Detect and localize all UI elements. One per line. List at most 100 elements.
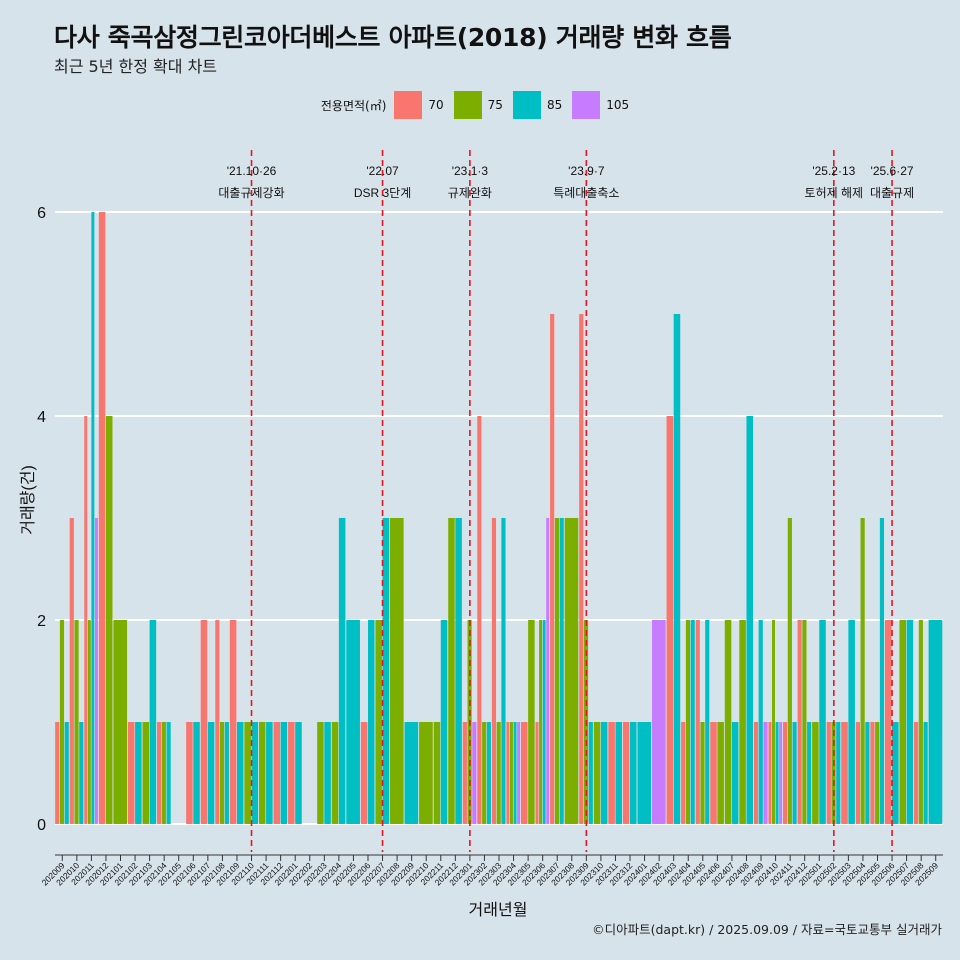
y-tick-label: 2 xyxy=(37,613,46,630)
bar-202505-75 xyxy=(875,722,880,824)
bar-202301-70 xyxy=(462,722,467,824)
bar-202309-85 xyxy=(588,722,593,824)
bar-202410-85 xyxy=(775,722,779,824)
bar-202110-75 xyxy=(244,722,251,824)
bar-202509-85 xyxy=(928,620,943,824)
bar-202501-85 xyxy=(819,620,826,824)
bar-202011-70 xyxy=(84,416,88,824)
bar-202410-105 xyxy=(779,722,783,824)
event-label-202207: DSR 3단계 xyxy=(354,186,411,200)
bar-202203-85 xyxy=(324,722,331,824)
bar-202302-70 xyxy=(477,416,482,824)
bar-202311-85 xyxy=(615,722,622,824)
legend-item-70: 70 xyxy=(394,91,444,119)
bar-202409-85 xyxy=(758,620,763,824)
legend-item-85: 85 xyxy=(512,91,563,119)
bar-202303-70 xyxy=(491,518,497,824)
chart-title: 다사 죽곡삼정그린코아더베스트 아파트(2018) 거래량 변화 흐름 xyxy=(54,23,732,52)
bar-202101-75 xyxy=(113,620,128,824)
event-date-202301: '23.1·3 xyxy=(452,164,489,178)
bar-202112-85 xyxy=(280,722,288,824)
y-axis-title: 거래량(건) xyxy=(19,465,37,535)
bar-202409-105 xyxy=(763,722,768,824)
bar-202208-75 xyxy=(389,518,404,824)
bar-202309-70 xyxy=(579,314,584,824)
bar-202406-75 xyxy=(717,722,724,824)
bar-202204-85 xyxy=(338,518,346,824)
bar-202109-85 xyxy=(236,722,244,824)
bar-202212-85 xyxy=(455,518,462,824)
bar-202308-75 xyxy=(564,518,579,824)
x-axis-title: 거래년월 xyxy=(469,901,528,919)
bar-202306-70 xyxy=(535,722,539,824)
bar-202108-75 xyxy=(220,722,225,824)
bar-202212-75 xyxy=(448,518,455,824)
bar-202405-70 xyxy=(695,620,700,824)
bar-202111-75 xyxy=(258,722,266,824)
legend-label-105: 105 xyxy=(606,98,630,112)
bar-202404-70 xyxy=(681,722,686,824)
bar-202503-85 xyxy=(848,620,855,824)
bar-202303-75 xyxy=(496,722,501,824)
bar-202310-85 xyxy=(600,722,608,824)
bar-202407-85 xyxy=(731,722,739,824)
event-label-202301: 규제완화 xyxy=(448,186,492,200)
y-tick-label: 6 xyxy=(37,205,46,222)
bar-202107-85 xyxy=(207,722,215,824)
y-tick-label: 4 xyxy=(37,409,46,426)
legend-label-85: 85 xyxy=(546,98,563,112)
chart-subtitle: 최근 5년 한정 확대 차트 xyxy=(54,57,218,76)
bar-202011-105 xyxy=(94,518,98,824)
bar-202104-70 xyxy=(157,722,162,824)
bar-202406-70 xyxy=(710,722,717,824)
bar-202210-75 xyxy=(419,722,433,824)
bar-202402-105 xyxy=(651,620,666,824)
bar-202206-70 xyxy=(360,722,368,824)
bar-202504-75 xyxy=(860,518,865,824)
bar-202304-70 xyxy=(506,722,510,824)
bar-202306-75 xyxy=(539,620,543,824)
bar-202506-70 xyxy=(884,620,892,824)
bar-202010-75 xyxy=(74,620,79,824)
bar-202106-70 xyxy=(186,722,193,824)
bar-202009-75 xyxy=(59,620,65,824)
bar-202011-75 xyxy=(87,620,91,824)
bar-202301-105 xyxy=(472,722,477,824)
bar-202306-85 xyxy=(542,620,546,824)
bar-202307-85 xyxy=(559,518,564,824)
bar-202410-75 xyxy=(772,620,775,824)
legend-item-105: 105 xyxy=(572,91,629,119)
event-label-202506: 대출규제 xyxy=(870,186,914,200)
event-date-202110: '21.10·26 xyxy=(227,164,277,178)
bar-202102-70 xyxy=(127,722,135,824)
bar-202204-75 xyxy=(331,722,339,824)
bar-202410-70 xyxy=(768,722,772,824)
event-date-202207: '22.07 xyxy=(366,164,399,178)
bar-202508-85 xyxy=(923,722,928,824)
bar-202508-75 xyxy=(918,620,923,824)
legend: 전용면적(㎡) 70 75 85 105 xyxy=(0,91,960,119)
bar-202405-75 xyxy=(700,722,705,824)
bar-202111-85 xyxy=(266,722,273,824)
bar-202009-70 xyxy=(55,722,60,824)
bar-202312-70 xyxy=(622,722,630,824)
bar-202112-70 xyxy=(273,722,281,824)
bar-202503-70 xyxy=(841,722,848,824)
bar-202211-85 xyxy=(440,620,448,824)
bar-202009-85 xyxy=(64,722,69,824)
bar-202504-85 xyxy=(865,722,870,824)
bar-202302-85 xyxy=(486,722,491,824)
bar-202011-85 xyxy=(91,212,95,824)
bar-202306-105 xyxy=(546,518,550,824)
bar-202103-75 xyxy=(142,722,150,824)
bar-202411-75 xyxy=(787,518,792,824)
legend-label-75: 75 xyxy=(487,98,503,112)
event-date-202506: '25.6·27 xyxy=(871,164,914,178)
bar-202312-85 xyxy=(630,722,637,824)
bar-202211-75 xyxy=(433,722,441,824)
bar-202311-70 xyxy=(608,722,615,824)
bar-202305-75 xyxy=(528,620,535,824)
legend-swatch-85 xyxy=(512,91,541,119)
bar-202201-70 xyxy=(288,722,295,824)
